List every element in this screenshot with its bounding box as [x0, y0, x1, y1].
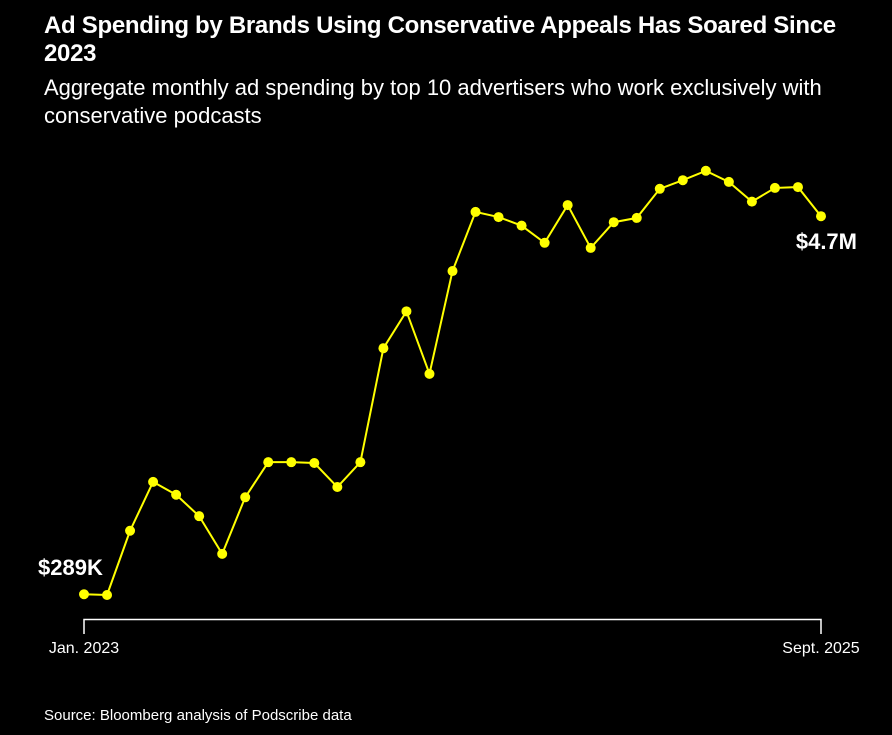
first-value-label: $289K	[38, 555, 103, 580]
x-tick-label-start: Jan. 2023	[49, 640, 119, 657]
data-point	[769, 182, 780, 193]
data-point	[125, 525, 136, 536]
chart-title: Ad Spending by Brands Using Conservative…	[44, 12, 836, 67]
data-point	[332, 482, 343, 493]
data-point	[263, 457, 274, 468]
series-line-group	[79, 165, 826, 601]
x-axis-line	[83, 618, 822, 634]
data-point	[424, 368, 435, 379]
series-line	[83, 169, 822, 597]
chart-subtitle: Aggregate monthly ad spending by top 10 …	[44, 75, 822, 128]
data-point	[470, 206, 481, 217]
data-point	[631, 212, 642, 223]
source-note: Source: Bloomberg analysis of Podscribe …	[44, 707, 352, 724]
data-point	[585, 242, 596, 253]
last-value-label: $4.7M	[796, 229, 857, 254]
data-point	[102, 590, 113, 601]
data-point	[171, 489, 182, 500]
data-point	[700, 165, 711, 176]
data-point	[401, 306, 412, 317]
data-point	[816, 211, 826, 222]
x-tick-label-end: Sept. 2025	[782, 640, 860, 657]
data-point	[240, 492, 251, 503]
data-point	[447, 266, 458, 277]
data-point	[309, 458, 320, 469]
data-point	[148, 476, 159, 487]
data-point	[723, 176, 734, 187]
data-point	[562, 200, 573, 211]
data-point	[608, 217, 619, 228]
data-point	[217, 548, 228, 559]
data-point	[677, 175, 688, 186]
data-point	[493, 212, 504, 223]
data-point	[746, 196, 757, 207]
data-point	[286, 457, 297, 468]
data-point	[516, 220, 527, 231]
data-point	[378, 343, 389, 354]
data-point	[79, 589, 89, 600]
data-point	[539, 237, 550, 248]
data-point	[792, 182, 803, 193]
data-point	[194, 511, 205, 522]
data-point	[355, 457, 366, 468]
data-point	[654, 183, 665, 194]
